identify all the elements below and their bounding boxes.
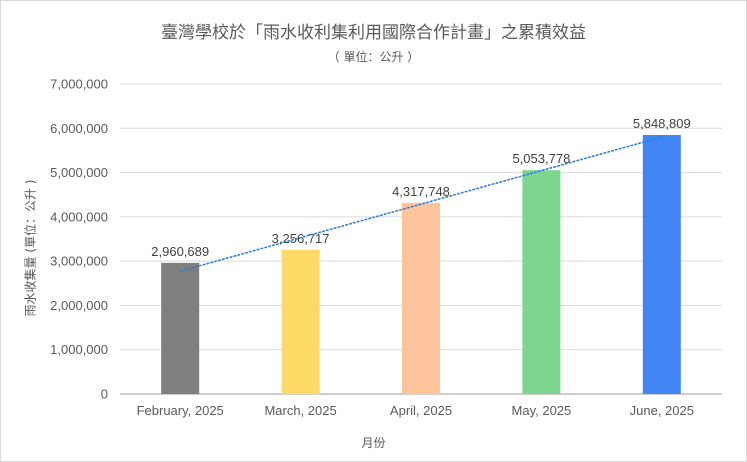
y-tick-label: 6,000,000: [50, 121, 108, 136]
x-axis-label: 月份: [361, 436, 386, 450]
x-tick-label: February, 2025: [137, 403, 224, 418]
x-tick-label: March, 2025: [264, 403, 336, 418]
x-tick-label: April, 2025: [390, 403, 452, 418]
x-tick-label: May, 2025: [512, 403, 572, 418]
data-label: 4,317,748: [392, 184, 450, 199]
bar: [522, 170, 561, 394]
y-axis-label: 雨水收集量 (單位：公升 ): [23, 179, 38, 317]
chart-title: 臺灣學校於「雨水收利集利用國際合作計畫」之累積效益: [161, 23, 586, 43]
chart-subtitle: （ 單位：公升 ）: [327, 50, 420, 64]
y-tick-label: 2,000,000: [50, 298, 108, 313]
bar: [281, 249, 320, 394]
bar: [161, 262, 200, 394]
y-tick-label: 1,000,000: [50, 342, 108, 357]
y-tick-label: 5,000,000: [50, 165, 108, 180]
bar: [642, 134, 681, 394]
y-tick-label: 7,000,000: [50, 77, 108, 92]
y-tick-label: 4,000,000: [50, 209, 108, 224]
y-tick-label: 0: [101, 387, 108, 402]
data-label: 2,960,689: [151, 244, 209, 259]
bar: [402, 202, 440, 394]
trendline: [179, 136, 663, 273]
y-tick-label: 3,000,000: [50, 254, 108, 269]
data-label: 5,848,809: [633, 116, 691, 131]
data-label: 5,053,778: [512, 151, 570, 166]
x-tick-label: June, 2025: [630, 403, 694, 418]
